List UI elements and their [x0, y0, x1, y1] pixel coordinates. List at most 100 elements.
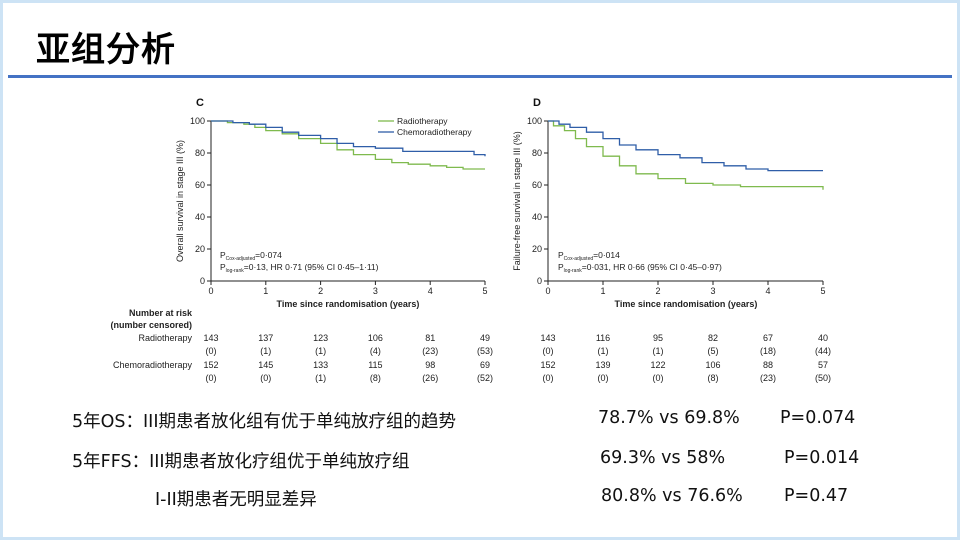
risk-count: 152: [540, 360, 555, 370]
pvalue-cox-d: PCox-adjusted=0·014: [558, 250, 620, 262]
risk-censored: (1): [315, 346, 326, 356]
summary-values-os: 78.7% vs 69.8%: [598, 408, 740, 428]
risk-count: 57: [818, 360, 828, 370]
risk-count: 143: [540, 333, 555, 343]
legend-label-chemoradiotherapy: Chemoradiotherapy: [397, 127, 472, 137]
risk-count: 145: [258, 360, 273, 370]
risk-censored: (23): [760, 373, 776, 383]
x-tick-label: 5: [820, 286, 825, 296]
slide-title: 亚组分析: [36, 30, 176, 70]
risk-censored: (23): [422, 346, 438, 356]
risk-count: 116: [596, 333, 610, 343]
x-tick-label: 4: [765, 286, 770, 296]
x-axis-label-d: Time since randomisation (years): [615, 299, 758, 309]
title-rule: [8, 75, 952, 78]
risk-count: 133: [313, 360, 328, 370]
risk-censored: (8): [708, 373, 719, 383]
y-axis-label-d: Failure-free survival in stage III (%): [512, 131, 522, 271]
x-tick-label: 3: [710, 286, 715, 296]
risk-count: 69: [480, 360, 490, 370]
y-tick-label: 100: [527, 116, 542, 126]
summary-label: 5年FFS：III期患者放化疗组优于单纯放疗组: [72, 452, 410, 472]
y-tick-label: 0: [200, 276, 205, 286]
x-tick-label: 1: [263, 286, 268, 296]
risk-censored: (1): [260, 346, 271, 356]
risk-censored: (0): [260, 373, 271, 383]
x-tick-label: 5: [482, 286, 487, 296]
x-tick-label: 1: [600, 286, 605, 296]
panel-d-axes: 0 20 40 60 80 100 0 1 2 3 4 5: [527, 116, 826, 296]
panel-d: D 0 20 40 60 80 100 0 1 2 3 4 5 Failure-free surviv…: [512, 97, 826, 309]
y-tick-label: 60: [532, 180, 542, 190]
panel-c-axes: 0 20 40 60 80 100 0 1 2 3 4 5: [190, 116, 488, 296]
x-tick-label: 2: [655, 286, 660, 296]
risk-censored: (18): [760, 346, 776, 356]
risk-count: 40: [818, 333, 828, 343]
risk-count: 81: [425, 333, 435, 343]
risk-censored: (0): [653, 373, 664, 383]
x-tick-label: 4: [428, 286, 433, 296]
x-tick-label: 3: [373, 286, 378, 296]
risk-censored: (0): [543, 373, 554, 383]
legend-c: Radiotherapy Chemoradiotherapy: [378, 116, 472, 137]
risk-censored: (8): [370, 373, 381, 383]
risk-censored: (52): [477, 373, 493, 383]
risk-count: 98: [425, 360, 435, 370]
y-tick-label: 60: [195, 180, 205, 190]
km-curve-chemoradiotherapy: [548, 120, 823, 172]
risk-count: 82: [708, 333, 718, 343]
x-tick-label: 2: [318, 286, 323, 296]
panel-label-c: C: [196, 97, 204, 109]
x-tick-label: 0: [208, 286, 213, 296]
risk-censored: (50): [815, 373, 831, 383]
summary-p-early: P=0.47: [784, 486, 849, 506]
curves-d: [548, 120, 824, 190]
risk-header-line1: Number at risk: [129, 308, 193, 318]
x-axis-label-c: Time since randomisation (years): [277, 299, 420, 309]
summary-p-os: P=0.074: [780, 408, 856, 428]
risk-count: 123: [313, 333, 328, 343]
pvalue-cox-c: PCox-adjusted=0·074: [220, 250, 282, 262]
risk-censored: (44): [815, 346, 831, 356]
x-tick-label: 0: [545, 286, 550, 296]
y-tick-label: 80: [195, 148, 205, 158]
risk-header-line2: (number censored): [110, 320, 192, 330]
summary-label: I-II期患者无明显差异: [155, 490, 317, 510]
risk-censored: (5): [708, 346, 719, 356]
summary-row-early: I-II期患者无明显差异: [155, 486, 317, 511]
pvalue-logrank-c: Plog-rank=0·13, HR 0·71 (95% CI 0·45–1·1…: [220, 262, 379, 274]
risk-censored: (1): [653, 346, 664, 356]
y-tick-label: 100: [190, 116, 205, 126]
y-tick-label: 0: [537, 276, 542, 286]
panel-c: C 0 20 40 60 80 100 0 1 2 3 4 5 Overall survival in…: [175, 97, 488, 309]
risk-count: 137: [258, 333, 273, 343]
risk-count: 95: [653, 333, 663, 343]
risk-count: 67: [763, 333, 773, 343]
y-tick-label: 40: [532, 212, 542, 222]
risk-count: 115: [368, 360, 382, 370]
risk-count: 139: [595, 360, 610, 370]
y-axis-label-c: Overall survival in stage III (%): [175, 140, 185, 262]
km-curve-radiotherapy: [548, 120, 824, 190]
risk-count: 143: [203, 333, 218, 343]
risk-censored: (1): [315, 373, 326, 383]
y-tick-label: 80: [532, 148, 542, 158]
risk-count: 152: [203, 360, 218, 370]
curves-c: [211, 120, 486, 170]
legend-label-radiotherapy: Radiotherapy: [397, 116, 448, 126]
risk-row-label-radiotherapy: Radiotherapy: [138, 333, 192, 343]
km-curve-chemoradiotherapy: [211, 120, 486, 157]
summary-p-ffs: P=0.014: [784, 448, 860, 468]
risk-count: 49: [480, 333, 490, 343]
y-tick-label: 20: [195, 244, 205, 254]
risk-censored: (0): [543, 346, 554, 356]
y-tick-label: 20: [532, 244, 542, 254]
risk-count: 88: [763, 360, 773, 370]
panel-label-d: D: [533, 97, 541, 109]
summary-row-ffs: 5年FFS：III期患者放化疗组优于单纯放疗组: [72, 448, 410, 473]
y-tick-label: 40: [195, 212, 205, 222]
risk-censored: (4): [370, 346, 381, 356]
risk-censored: (26): [422, 373, 438, 383]
risk-count: 106: [705, 360, 720, 370]
